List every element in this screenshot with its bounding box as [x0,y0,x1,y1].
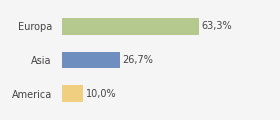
Text: 26,7%: 26,7% [122,55,153,65]
Text: 63,3%: 63,3% [201,21,232,31]
Bar [62,85,83,102]
Text: 10,0%: 10,0% [85,89,116,99]
Bar [62,18,199,35]
Bar [62,52,120,68]
